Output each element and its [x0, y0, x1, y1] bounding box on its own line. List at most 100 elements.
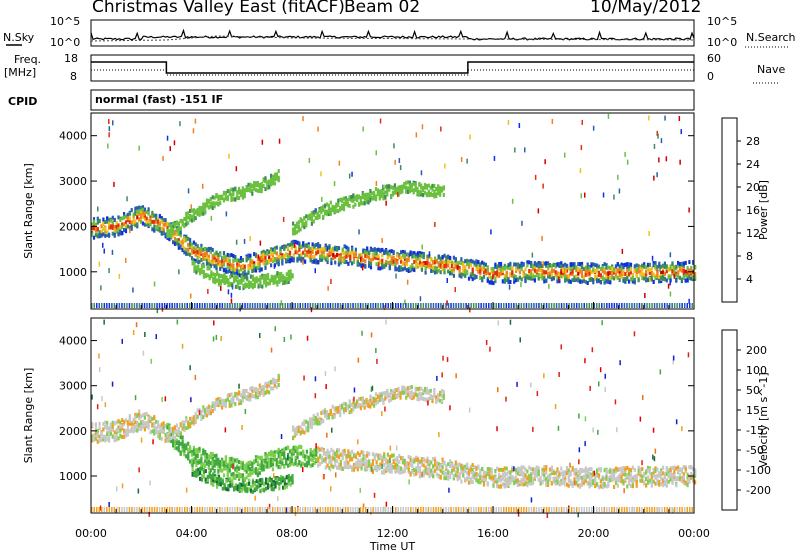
data-cell — [254, 252, 258, 257]
data-cell — [409, 266, 412, 271]
data-cell — [424, 468, 427, 473]
data-cell — [684, 278, 687, 283]
data-cell — [520, 468, 523, 473]
data-cell — [331, 208, 334, 213]
data-cell — [211, 260, 214, 265]
data-cell — [104, 233, 107, 238]
data-cell — [420, 185, 423, 190]
scatter-cell — [220, 285, 222, 291]
data-cell — [373, 249, 376, 254]
data-cell — [328, 451, 331, 455]
data-cell — [432, 464, 435, 469]
data-cell — [241, 478, 244, 483]
noise-right-tick-low: 10^0 — [707, 36, 738, 49]
data-cell — [108, 432, 111, 437]
scatter-cell — [378, 262, 380, 268]
data-cell — [300, 451, 303, 456]
data-cell — [240, 274, 243, 279]
data-cell — [136, 211, 139, 216]
data-cell — [138, 426, 141, 431]
data-cell — [454, 264, 457, 269]
data-cell — [307, 254, 310, 259]
scatter-cell — [228, 153, 230, 159]
data-cell — [403, 458, 406, 463]
scatter-cell — [230, 298, 233, 304]
data-cell — [181, 222, 184, 227]
data-cell — [456, 261, 459, 266]
data-cell — [486, 467, 489, 471]
data-cell — [520, 472, 523, 477]
data-cell — [234, 197, 237, 202]
data-cell — [296, 463, 299, 467]
data-cell — [272, 280, 275, 285]
data-cell — [226, 472, 229, 477]
data-cell — [597, 264, 601, 269]
data-cell — [577, 474, 580, 479]
data-cell — [398, 468, 401, 473]
data-cell — [535, 273, 538, 277]
data-cell — [330, 463, 333, 468]
data-cell — [356, 260, 359, 265]
data-cell — [200, 206, 203, 211]
data-cell — [196, 453, 199, 458]
scatter-cell — [580, 145, 583, 151]
ground-cell — [663, 303, 666, 308]
data-cell — [319, 454, 322, 459]
data-cell — [275, 449, 278, 454]
data-cell — [249, 188, 252, 193]
data-cell — [569, 481, 572, 486]
data-cell — [132, 417, 135, 422]
data-cell — [569, 271, 572, 276]
data-cell — [464, 467, 467, 472]
data-cell — [168, 229, 171, 234]
data-cell — [437, 474, 440, 479]
data-cell — [194, 454, 197, 458]
data-cell — [138, 209, 141, 214]
data-cell — [428, 459, 431, 464]
data-cell — [452, 261, 455, 266]
data-cell — [671, 269, 674, 274]
data-cell — [359, 201, 362, 206]
scatter-cell — [153, 281, 156, 287]
data-cell — [594, 484, 597, 488]
data-cell — [207, 246, 210, 251]
data-cell — [191, 257, 194, 262]
data-cell — [158, 228, 161, 233]
scatter-cell — [375, 150, 377, 156]
data-cell — [98, 218, 101, 223]
data-cell — [136, 421, 139, 426]
data-cell — [185, 214, 188, 219]
data-cell — [605, 263, 608, 268]
data-cell — [434, 459, 437, 464]
data-cell — [564, 473, 567, 478]
data-cell — [611, 468, 614, 473]
data-cell — [345, 456, 348, 461]
data-cell — [217, 471, 220, 476]
scatter-cell — [227, 289, 230, 295]
data-cell — [584, 475, 587, 480]
data-cell — [91, 222, 94, 227]
freq-right-tick-high: 60 — [707, 52, 721, 65]
data-cell — [130, 224, 133, 229]
data-cell — [390, 466, 393, 471]
data-cell — [226, 262, 229, 267]
data-cell — [548, 467, 552, 472]
data-cell — [430, 257, 433, 261]
noise-panel-frame — [90, 19, 695, 47]
data-cell — [594, 269, 597, 273]
data-cell — [106, 421, 109, 425]
data-cell — [488, 274, 491, 279]
data-cell — [503, 263, 506, 268]
data-cell — [209, 204, 212, 209]
data-cell — [164, 423, 167, 428]
data-cell — [140, 213, 143, 218]
data-cell — [584, 272, 587, 277]
data-cell — [382, 196, 385, 201]
data-cell — [345, 254, 348, 259]
data-cell — [200, 463, 203, 468]
data-cell — [562, 271, 565, 276]
ground-cell — [239, 303, 241, 308]
data-cell — [313, 259, 316, 264]
data-cell — [270, 257, 273, 262]
data-cell — [388, 252, 391, 257]
